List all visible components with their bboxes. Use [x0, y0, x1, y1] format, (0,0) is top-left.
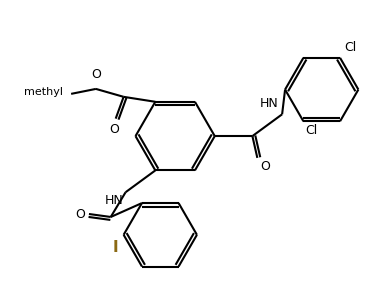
Text: HN: HN	[105, 194, 124, 207]
Text: O: O	[260, 160, 270, 173]
Text: O: O	[75, 208, 85, 220]
Text: HN: HN	[259, 97, 278, 110]
Text: methyl: methyl	[24, 87, 63, 97]
Text: O: O	[109, 123, 119, 136]
Text: O: O	[91, 68, 101, 81]
Text: I: I	[113, 240, 119, 255]
Text: Cl: Cl	[305, 124, 318, 137]
Text: Cl: Cl	[344, 41, 356, 54]
